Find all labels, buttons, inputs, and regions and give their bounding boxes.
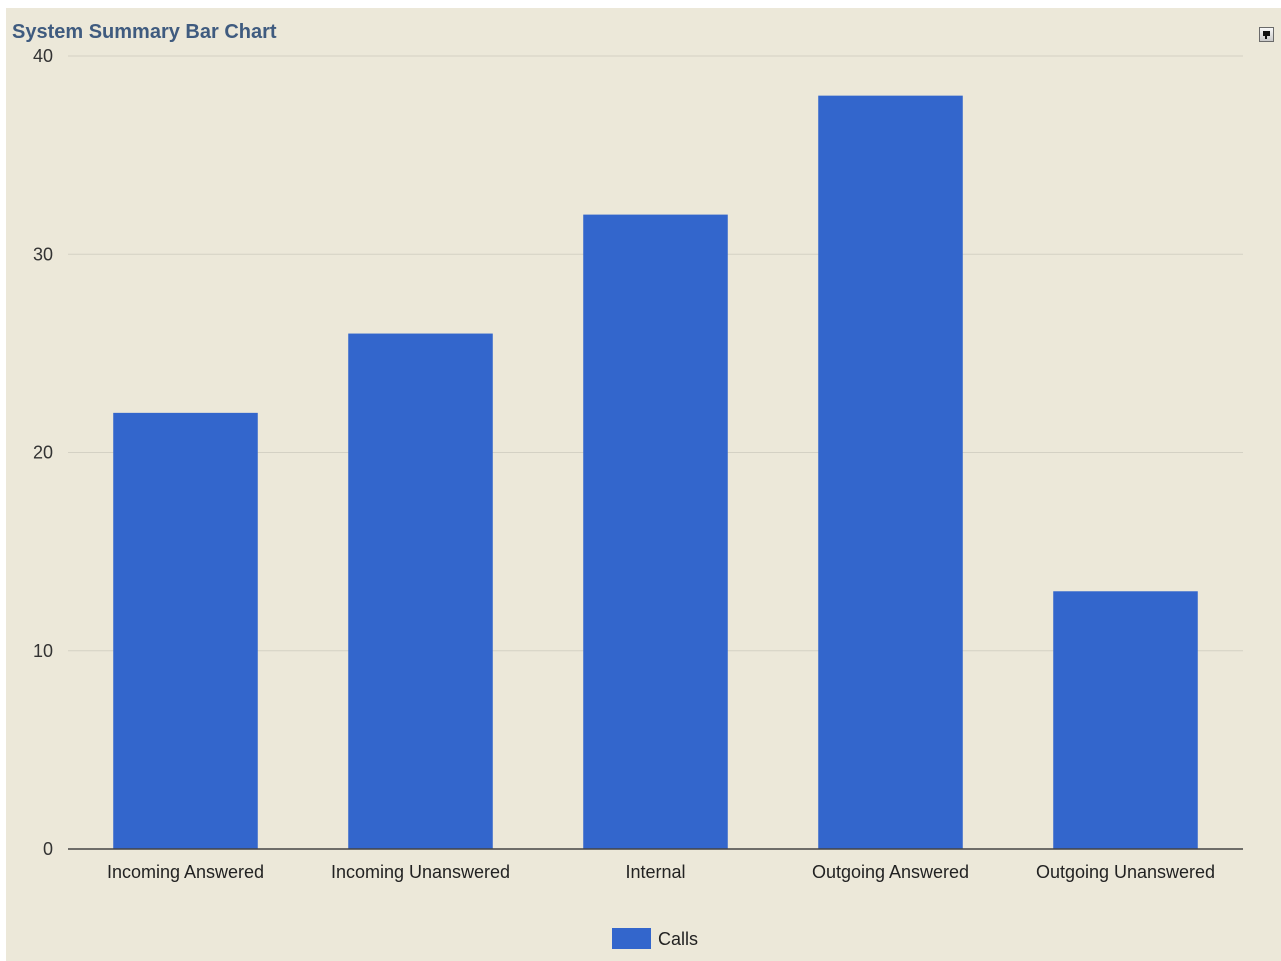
x-tick-label: Incoming Unanswered (331, 862, 510, 882)
legend: Calls (612, 928, 698, 949)
x-tick-labels: Incoming Answered Incoming Unanswered Inte… (107, 862, 1215, 882)
x-tick-label: Incoming Answered (107, 862, 264, 882)
y-tick-label: 20 (33, 443, 53, 463)
chart-menu-button[interactable] (1259, 27, 1274, 42)
y-tick-label: 0 (43, 839, 53, 859)
x-tick-label: Outgoing Answered (812, 862, 969, 882)
bar[interactable] (1053, 591, 1198, 849)
bar[interactable] (583, 214, 728, 850)
x-tick-label: Outgoing Unanswered (1036, 862, 1215, 882)
bar[interactable] (348, 333, 493, 849)
x-tick-label: Internal (625, 862, 685, 882)
y-tick-labels: 0 10 20 30 40 (33, 46, 53, 859)
y-tick-label: 40 (33, 46, 53, 66)
y-tick-label: 10 (33, 641, 53, 661)
chart-menu-icon (1263, 31, 1270, 39)
y-tick-label: 30 (33, 244, 53, 264)
chart-title: System Summary Bar Chart (12, 21, 277, 43)
bar[interactable] (113, 412, 258, 849)
legend-label: Calls (658, 929, 698, 949)
chart-panel: System Summary Bar Chart 0 10 20 30 40 Incom… (6, 8, 1281, 961)
bar[interactable] (818, 95, 963, 849)
legend-swatch (612, 928, 651, 949)
bar-chart: 0 10 20 30 40 Incoming Answered Incoming Unan… (33, 46, 1243, 949)
bars (113, 95, 1198, 850)
